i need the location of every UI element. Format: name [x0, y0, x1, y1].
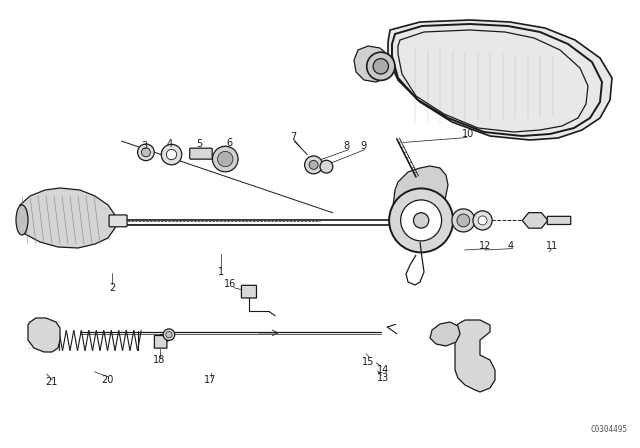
- Text: 2: 2: [109, 283, 115, 293]
- Text: 3: 3: [141, 141, 147, 151]
- Text: 21: 21: [45, 377, 58, 387]
- Circle shape: [452, 209, 475, 232]
- Circle shape: [473, 211, 492, 230]
- Text: 5: 5: [196, 139, 203, 149]
- Circle shape: [212, 146, 238, 172]
- Circle shape: [161, 144, 182, 165]
- Polygon shape: [522, 213, 548, 228]
- Circle shape: [163, 329, 175, 340]
- Text: 20: 20: [101, 375, 114, 385]
- Text: 19: 19: [159, 334, 172, 344]
- Text: 13: 13: [376, 373, 389, 383]
- Polygon shape: [455, 320, 495, 392]
- FancyBboxPatch shape: [109, 215, 127, 227]
- Circle shape: [413, 213, 429, 228]
- Circle shape: [373, 59, 388, 74]
- Text: 9: 9: [360, 141, 367, 151]
- Polygon shape: [18, 188, 115, 248]
- Text: 4: 4: [166, 139, 173, 149]
- Text: 18: 18: [152, 355, 165, 365]
- Circle shape: [401, 200, 442, 241]
- Circle shape: [141, 148, 150, 157]
- Circle shape: [309, 160, 318, 169]
- FancyBboxPatch shape: [154, 336, 167, 348]
- Circle shape: [478, 216, 487, 225]
- FancyBboxPatch shape: [241, 285, 257, 298]
- Polygon shape: [388, 20, 612, 140]
- Circle shape: [305, 156, 323, 174]
- Circle shape: [320, 160, 333, 173]
- Text: 15: 15: [362, 357, 374, 367]
- Text: 1: 1: [218, 267, 224, 277]
- Circle shape: [166, 332, 172, 338]
- Text: 6: 6: [226, 138, 232, 148]
- Text: 4: 4: [508, 241, 514, 250]
- Text: 16: 16: [224, 279, 237, 289]
- Text: 11: 11: [545, 241, 558, 250]
- Circle shape: [218, 151, 233, 167]
- FancyBboxPatch shape: [547, 216, 571, 224]
- Text: 10: 10: [462, 129, 475, 138]
- Text: 8: 8: [344, 141, 350, 151]
- Text: 14: 14: [376, 365, 389, 375]
- Polygon shape: [354, 46, 390, 82]
- Text: C0304495: C0304495: [590, 425, 627, 434]
- Circle shape: [166, 150, 177, 159]
- Circle shape: [389, 189, 453, 252]
- Circle shape: [457, 214, 470, 227]
- Polygon shape: [28, 318, 60, 352]
- Text: 12: 12: [479, 241, 492, 250]
- FancyBboxPatch shape: [189, 148, 212, 159]
- Text: 17: 17: [204, 375, 216, 385]
- Polygon shape: [430, 322, 460, 346]
- Ellipse shape: [16, 205, 28, 235]
- Circle shape: [138, 144, 154, 161]
- Polygon shape: [392, 166, 448, 242]
- Circle shape: [367, 52, 395, 80]
- Text: 7: 7: [290, 132, 296, 142]
